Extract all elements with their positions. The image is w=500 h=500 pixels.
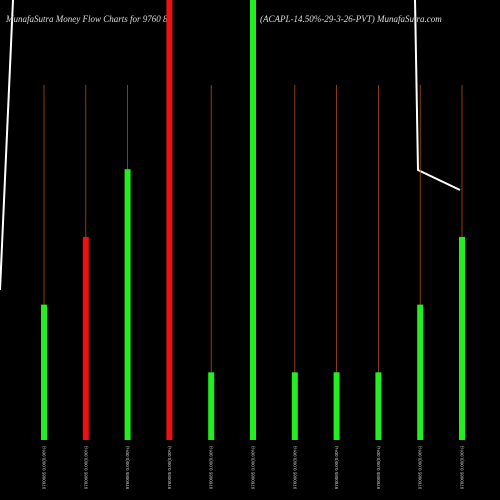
bar: [291, 372, 298, 440]
bar: [124, 169, 131, 440]
x-tick-label: 9760085 0.00(0.00%): [83, 446, 88, 490]
bar: [459, 236, 465, 440]
bar: [166, 0, 173, 440]
bar: [250, 0, 256, 440]
chart-subtitle: (ACAPL-14.50%-29-3-26-PVT) MunafaSutra.c…: [260, 14, 442, 24]
bar: [208, 372, 215, 440]
x-tick-label: 9760085 0.00(0.00%): [460, 446, 465, 490]
price-line: [0, 0, 14, 291]
bar: [41, 304, 47, 440]
x-tick-label: 9760085 0.00(0.00%): [209, 446, 214, 490]
x-tick-label: 9760085 0.00(0.00%): [334, 446, 339, 490]
chart-title: MunafaSutra Money Flow Charts for 9760 8…: [5, 14, 172, 24]
x-tick-label: 9760085 0.00(0.00%): [125, 446, 130, 490]
bar: [417, 304, 424, 440]
price-line: [414, 0, 461, 191]
bar: [333, 372, 340, 440]
x-tick-label: 9760085 0.00(0.00%): [376, 446, 381, 490]
x-tick-label: 9760085 0.00(0.00%): [418, 446, 423, 490]
bar: [82, 236, 89, 440]
x-tick-label: 9760085 0.00(0.00%): [42, 446, 47, 490]
x-tick-label: 9760085 0.00(0.00%): [292, 446, 297, 490]
x-tick-label: 9760085 0.00(0.00%): [251, 446, 256, 490]
x-tick-label: 9760085 0.00(0.00%): [167, 446, 172, 490]
bar: [375, 372, 382, 440]
